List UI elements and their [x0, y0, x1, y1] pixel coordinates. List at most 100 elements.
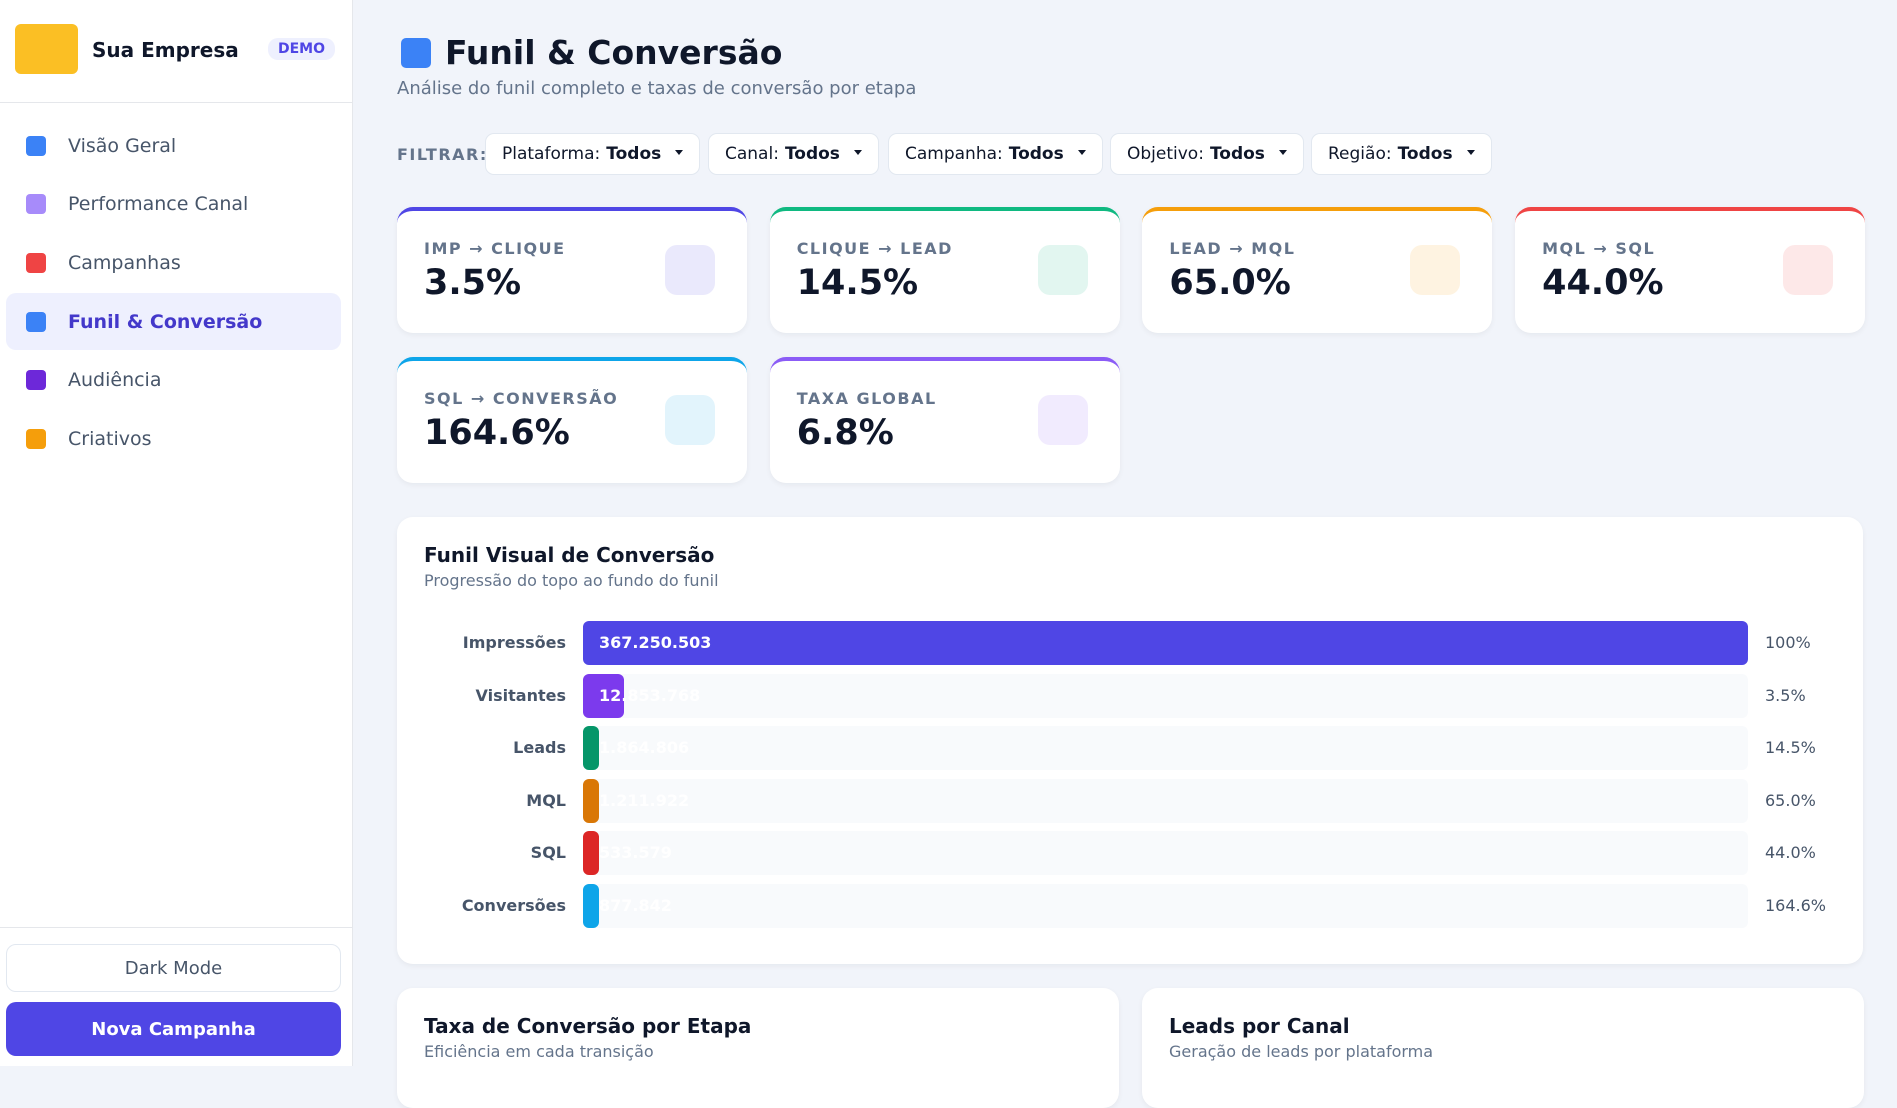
funnel-card: Funil Visual de Conversão Progressão do … — [397, 517, 1863, 964]
nav-item[interactable]: Performance Canal — [6, 176, 341, 233]
title-icon — [401, 38, 431, 68]
stage-pct: 14.5% — [1765, 738, 1816, 758]
stage-label: Conversões — [461, 896, 566, 915]
kpi-card: LEAD → MQL 65.0% — [1142, 207, 1493, 333]
nav-item[interactable]: Funil & Conversão — [6, 293, 341, 351]
filter-dropdown[interactable]: Canal: Todos — [708, 133, 879, 175]
stage-value: 1.211.922 — [599, 790, 690, 810]
stage-value: 367.250.503 — [599, 633, 712, 652]
kpi-card: CLIQUE → LEAD 14.5% — [769, 207, 1120, 333]
bar-track — [583, 831, 1748, 876]
stage-pct: 44.0% — [1765, 843, 1816, 863]
funnel-row: Leads 1.864.806 14.5% — [397, 726, 1863, 771]
filter-name: Plataforma: — [502, 144, 601, 164]
page: Sua Empresa DEMO Dark Mode Nova Campanha… — [0, 0, 1897, 1066]
nav-icon — [26, 370, 46, 391]
divider — [0, 927, 353, 928]
stage-value: 533.579 — [599, 843, 672, 863]
filter-label: FILTRAR: — [397, 145, 488, 164]
funnel-row: Visitantes 12.853.768 3.5% — [397, 673, 1863, 718]
nav-item[interactable]: Campanhas — [6, 234, 341, 291]
stage-label: Visitantes — [475, 685, 566, 705]
filter-value: Todos — [1398, 144, 1475, 164]
kpi-icon — [1037, 245, 1088, 295]
nav-label: Campanhas — [68, 251, 181, 274]
kpi-value: 164.6% — [424, 413, 570, 453]
kpi-label: IMP → CLIQUE — [424, 239, 566, 258]
funnel-row: Impressões 367.250.503 100% — [397, 621, 1863, 665]
funnel-row: SQL 533.579 44.0% — [397, 831, 1863, 876]
nav-icon — [26, 135, 46, 156]
kpi-card: SQL → CONVERSÃO 164.6% — [397, 357, 747, 483]
kpi-icon — [1410, 245, 1461, 295]
kpi-value: 3.5% — [424, 263, 522, 303]
chart-card: Leads por Canal Geração de leads por plat… — [1142, 988, 1864, 1108]
card-subtitle: Geração de leads por plataforma — [1169, 1042, 1434, 1061]
nav-label: Audiência — [68, 369, 162, 392]
filter-value: Todos — [1009, 144, 1086, 164]
funnel-row: Conversões 877.842 164.6% — [397, 884, 1863, 928]
filter-dropdown[interactable]: Região: Todos — [1311, 133, 1492, 175]
funnel-row: MQL 1.211.922 65.0% — [397, 778, 1863, 823]
funnel-bar — [583, 673, 624, 718]
funnel-bar — [583, 726, 599, 771]
filter-name: Campanha: — [905, 144, 1003, 164]
dark-mode-button[interactable]: Dark Mode — [6, 944, 341, 992]
funnel-bar — [583, 884, 599, 928]
bar-track — [583, 726, 1748, 771]
filter-name: Canal: — [725, 144, 779, 164]
card-subtitle: Progressão do topo ao fundo do funil — [424, 571, 719, 590]
kpi-card: IMP → CLIQUE 3.5% — [397, 207, 747, 333]
card-title: Funil Visual de Conversão — [424, 543, 715, 567]
filter-value: Todos — [1210, 144, 1287, 164]
stage-value: 877.842 — [599, 896, 672, 915]
stage-pct: 100% — [1765, 633, 1811, 652]
badge: DEMO — [268, 38, 336, 60]
kpi-label: CLIQUE → LEAD — [796, 239, 953, 258]
kpi-value: 65.0% — [1169, 263, 1291, 303]
kpi-card: TAXA GLOBAL 6.8% — [769, 357, 1120, 483]
logo — [15, 24, 78, 74]
nav-label: Performance Canal — [68, 193, 249, 216]
stage-pct: 164.6% — [1765, 896, 1827, 915]
stage-pct: 3.5% — [1765, 685, 1806, 705]
funnel-bar — [583, 778, 599, 823]
filter-value: Todos — [606, 144, 683, 164]
nav-icon — [26, 429, 46, 449]
kpi-label: MQL → SQL — [1542, 239, 1656, 258]
stage-label: SQL — [530, 843, 566, 863]
divider — [0, 102, 353, 103]
kpi-label: LEAD → MQL — [1169, 239, 1296, 258]
kpi-icon — [665, 395, 715, 445]
nav-item[interactable]: Visão Geral — [6, 117, 341, 174]
nav-icon — [26, 194, 46, 215]
kpi-icon — [1037, 395, 1088, 445]
filter-name: Objetivo: — [1127, 144, 1204, 164]
filter-name: Região: — [1328, 144, 1392, 164]
kpi-icon — [1783, 245, 1834, 295]
filter-dropdown[interactable]: Campanha: Todos — [888, 133, 1103, 175]
chart-card: Taxa de Conversão por Etapa Eficiência em… — [397, 988, 1119, 1108]
stage-value: 12.853.768 — [599, 685, 701, 705]
new-campaign-button[interactable]: Nova Campanha — [6, 1002, 341, 1056]
bar-track — [583, 778, 1748, 823]
filter-dropdown[interactable]: Plataforma: Todos — [485, 133, 701, 175]
nav-item[interactable]: Audiência — [6, 352, 341, 409]
card-title: Taxa de Conversão por Etapa — [424, 1014, 752, 1038]
stage-label: Impressões — [462, 633, 566, 652]
card-title: Leads por Canal — [1169, 1014, 1350, 1038]
nav-item[interactable]: Criativos — [6, 411, 341, 468]
filter-dropdown[interactable]: Objetivo: Todos — [1110, 133, 1304, 175]
page-subtitle: Análise do funil completo e taxas de con… — [397, 78, 917, 99]
nav-icon — [26, 252, 46, 273]
bar-track — [583, 884, 1748, 928]
kpi-label: SQL → CONVERSÃO — [424, 389, 619, 408]
stage-pct: 65.0% — [1765, 790, 1816, 810]
kpi-icon — [665, 245, 715, 295]
stage-value: 1.864.806 — [599, 738, 690, 758]
nav-label: Funil & Conversão — [68, 310, 263, 333]
brand: Sua Empresa — [92, 38, 239, 62]
filter-value: Todos — [785, 144, 862, 164]
kpi-value: 44.0% — [1542, 263, 1664, 303]
kpi-value: 6.8% — [796, 413, 894, 453]
